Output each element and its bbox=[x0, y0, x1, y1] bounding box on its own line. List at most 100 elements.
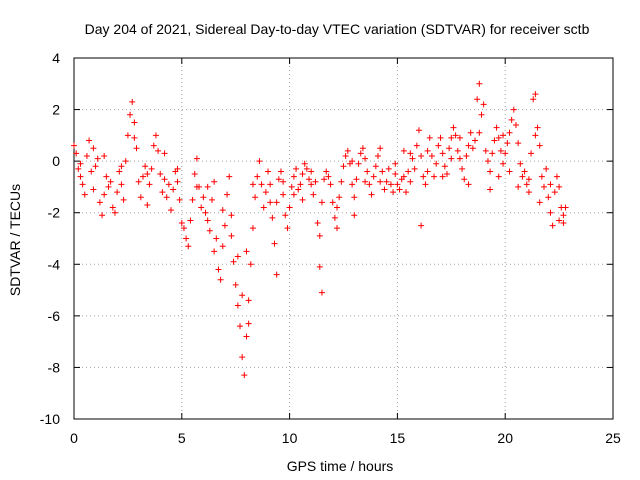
data-point bbox=[277, 168, 284, 175]
x-tick-label: 10 bbox=[282, 430, 298, 446]
data-point bbox=[230, 258, 237, 265]
data-point bbox=[536, 199, 543, 206]
data-point bbox=[265, 168, 272, 175]
data-point bbox=[127, 111, 134, 118]
data-point bbox=[422, 181, 429, 188]
data-point bbox=[431, 173, 438, 180]
data-point bbox=[400, 173, 407, 180]
data-point bbox=[497, 147, 504, 154]
data-point bbox=[349, 158, 356, 165]
data-point bbox=[351, 212, 358, 219]
data-point bbox=[131, 134, 138, 141]
data-point bbox=[174, 165, 181, 172]
data-point bbox=[75, 165, 82, 172]
data-point bbox=[437, 134, 444, 141]
data-point bbox=[99, 212, 106, 219]
y-tick-label: -8 bbox=[48, 359, 61, 375]
data-point bbox=[454, 147, 461, 154]
data-point bbox=[334, 204, 341, 211]
data-point bbox=[189, 196, 196, 203]
data-point bbox=[139, 173, 146, 180]
data-point bbox=[435, 142, 442, 149]
data-point bbox=[168, 207, 175, 214]
grid-lines bbox=[74, 58, 613, 419]
data-point bbox=[165, 181, 172, 188]
y-axis-label: SDTVAR / TECUs bbox=[7, 184, 23, 296]
data-point bbox=[297, 181, 304, 188]
data-point bbox=[273, 199, 280, 206]
data-point bbox=[101, 191, 108, 198]
data-point bbox=[340, 163, 347, 170]
data-point bbox=[77, 173, 84, 180]
data-point bbox=[120, 196, 127, 203]
data-point bbox=[245, 297, 252, 304]
data-point bbox=[101, 152, 108, 159]
data-point bbox=[269, 214, 276, 221]
data-point bbox=[226, 173, 233, 180]
data-point bbox=[118, 163, 125, 170]
data-point bbox=[144, 201, 151, 208]
data-point bbox=[323, 168, 330, 175]
data-point bbox=[256, 158, 263, 165]
data-point bbox=[92, 163, 99, 170]
data-point bbox=[515, 140, 522, 147]
data-point bbox=[392, 160, 399, 167]
data-point bbox=[547, 209, 554, 216]
data-point bbox=[187, 217, 194, 224]
y-tick-label: 0 bbox=[52, 153, 60, 169]
data-point bbox=[551, 189, 558, 196]
data-point bbox=[135, 178, 142, 185]
data-point bbox=[349, 181, 356, 188]
data-point bbox=[489, 150, 496, 157]
data-point bbox=[541, 183, 548, 190]
data-point bbox=[215, 266, 222, 273]
data-point bbox=[260, 204, 267, 211]
data-point bbox=[146, 181, 153, 188]
data-point bbox=[280, 178, 287, 185]
data-point bbox=[88, 168, 95, 175]
data-point bbox=[94, 155, 101, 162]
data-point bbox=[450, 124, 457, 131]
data-point bbox=[545, 194, 552, 201]
data-point bbox=[426, 134, 433, 141]
x-tick-label: 25 bbox=[605, 430, 621, 446]
data-point bbox=[387, 181, 394, 188]
data-point bbox=[111, 209, 118, 216]
data-point bbox=[273, 271, 280, 278]
data-point bbox=[506, 129, 513, 136]
data-point bbox=[355, 160, 362, 167]
data-point bbox=[344, 147, 351, 154]
data-point bbox=[528, 150, 535, 157]
data-point bbox=[118, 181, 125, 188]
data-point bbox=[383, 178, 390, 185]
data-point bbox=[364, 168, 371, 175]
data-point bbox=[211, 178, 218, 185]
data-point bbox=[299, 171, 306, 178]
data-point bbox=[245, 320, 252, 327]
data-point bbox=[284, 225, 291, 232]
data-point bbox=[424, 168, 431, 175]
data-point bbox=[353, 176, 360, 183]
data-point bbox=[241, 372, 248, 379]
data-point bbox=[174, 178, 181, 185]
data-point bbox=[532, 132, 539, 139]
data-point bbox=[243, 248, 250, 255]
data-point bbox=[213, 235, 220, 242]
data-point bbox=[487, 186, 494, 193]
data-point bbox=[159, 189, 166, 196]
data-point bbox=[280, 191, 287, 198]
data-point bbox=[407, 150, 414, 157]
data-point bbox=[282, 212, 289, 219]
data-point bbox=[446, 145, 453, 152]
data-point bbox=[338, 178, 345, 185]
data-point bbox=[372, 163, 379, 170]
data-point bbox=[191, 171, 198, 178]
data-point bbox=[536, 142, 543, 149]
data-point bbox=[90, 145, 97, 152]
data-point bbox=[142, 163, 149, 170]
data-point bbox=[103, 173, 110, 180]
data-point bbox=[161, 150, 168, 157]
data-point bbox=[316, 232, 323, 239]
data-point bbox=[321, 176, 328, 183]
data-point bbox=[362, 155, 369, 162]
